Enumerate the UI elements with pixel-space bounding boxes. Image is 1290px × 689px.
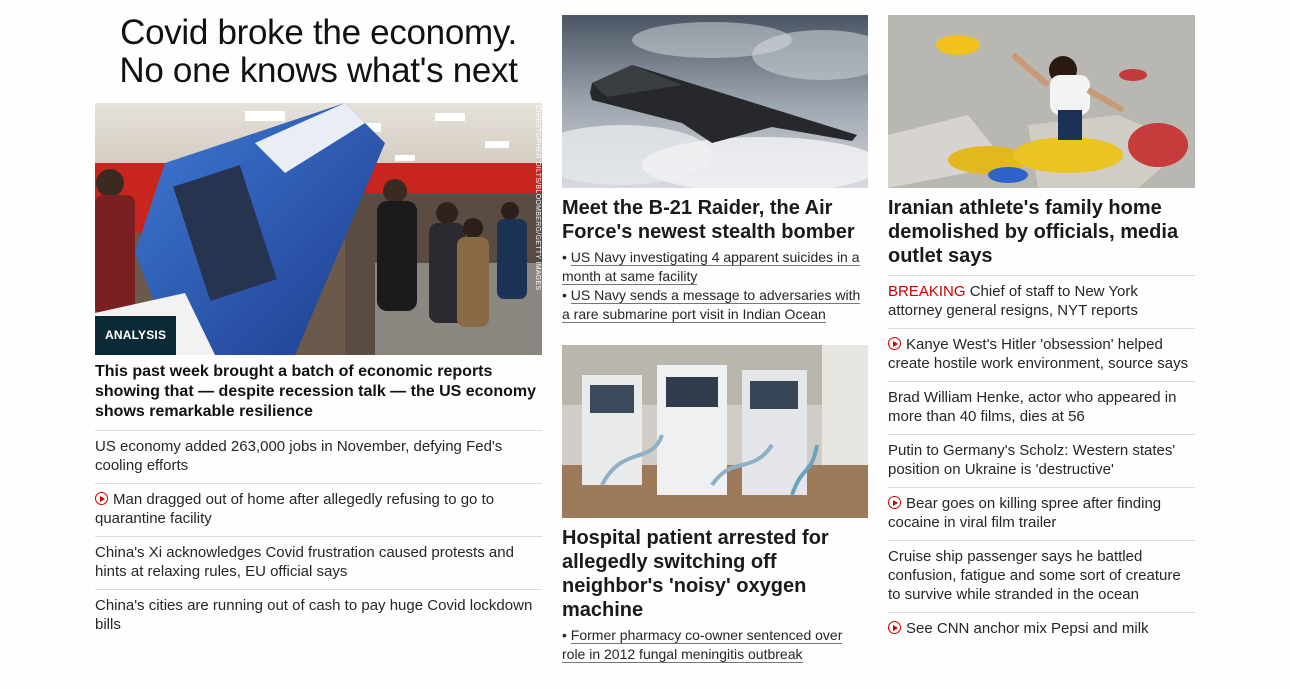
- right-related-list: BREAKING Chief of staff to New York atto…: [888, 275, 1195, 646]
- list-item[interactable]: BREAKING Chief of staff to New York atto…: [888, 275, 1195, 328]
- list-item[interactable]: Putin to Germany's Scholz: Western state…: [888, 434, 1195, 487]
- lead-headline[interactable]: Covid broke the economy. No one knows wh…: [95, 14, 542, 90]
- list-item[interactable]: China's Xi acknowledges Covid frustratio…: [95, 536, 542, 589]
- list-item[interactable]: Man dragged out of home after allegedly …: [95, 483, 542, 536]
- hospital-related-list: • Former pharmacy co-owner sentenced ove…: [562, 626, 868, 664]
- lead-headline-line1[interactable]: Covid broke the economy.: [120, 13, 517, 52]
- climber-image[interactable]: [888, 15, 1195, 188]
- list-item[interactable]: See CNN anchor mix Pepsi and milk: [888, 612, 1195, 646]
- headline-link[interactable]: Kanye West's Hitler 'obsession' helped c…: [888, 336, 1189, 372]
- headline-link[interactable]: See CNN anchor mix Pepsi and milk: [906, 620, 1149, 637]
- list-item[interactable]: China's cities are running out of cash t…: [95, 589, 542, 642]
- list-item[interactable]: • US Navy sends a message to adversaries…: [562, 287, 861, 323]
- headline-link[interactable]: China's cities are running out of cash t…: [95, 597, 533, 633]
- oxygen-machines-photo: [562, 345, 868, 518]
- analysis-badge: ANALYSIS: [95, 316, 177, 355]
- list-item[interactable]: Cruise ship passenger says he battled co…: [888, 540, 1195, 612]
- lead-image[interactable]: CHRISTOPHER DILTS/BLOOMBERG/GETTY IMAGES…: [95, 103, 542, 355]
- bomber-related-list: • US Navy investigating 4 apparent suici…: [562, 248, 868, 324]
- headline-link[interactable]: US Navy investigating 4 apparent suicide…: [562, 249, 860, 285]
- list-item[interactable]: Brad William Henke, actor who appeared i…: [888, 381, 1195, 434]
- headline-link[interactable]: Bear goes on killing spree after finding…: [888, 495, 1162, 531]
- middle-column: Meet the B-21 Raider, the Air Force's ne…: [562, 0, 868, 664]
- hospital-image[interactable]: [562, 345, 868, 518]
- store-shoppers-photo: [95, 103, 542, 355]
- list-item[interactable]: • Former pharmacy co-owner sentenced ove…: [562, 627, 843, 663]
- lead-related-list: US economy added 263,000 jobs in Novembe…: [95, 430, 542, 642]
- headline-link[interactable]: Former pharmacy co-owner sentenced over …: [562, 627, 843, 663]
- bomber-headline[interactable]: Meet the B-21 Raider, the Air Force's ne…: [562, 197, 855, 243]
- headline-link[interactable]: US economy added 263,000 jobs in Novembe…: [95, 438, 503, 474]
- breaking-label: BREAKING: [888, 283, 966, 300]
- headline-link[interactable]: Cruise ship passenger says he battled co…: [888, 548, 1181, 603]
- play-circle-icon: [888, 496, 901, 509]
- list-item[interactable]: • US Navy investigating 4 apparent suici…: [562, 249, 860, 285]
- headline-link[interactable]: Putin to Germany's Scholz: Western state…: [888, 442, 1176, 478]
- iranian-athlete-headline[interactable]: Iranian athlete's family home demolished…: [888, 197, 1179, 267]
- headline-link[interactable]: Man dragged out of home after allegedly …: [95, 491, 495, 527]
- headline-link[interactable]: Chief of staff to New York attorney gene…: [888, 283, 1138, 319]
- play-circle-icon: [95, 492, 108, 505]
- headline-link[interactable]: Brad William Henke, actor who appeared i…: [888, 389, 1177, 425]
- right-column: Iranian athlete's family home demolished…: [888, 0, 1195, 646]
- photo-credit: CHRISTOPHER DILTS/BLOOMBERG/GETTY IMAGES: [534, 105, 541, 291]
- stealth-bomber-photo: [562, 15, 868, 188]
- play-circle-icon: [888, 621, 901, 634]
- lead-column: Covid broke the economy. No one knows wh…: [95, 0, 542, 642]
- lead-headline-line2[interactable]: No one knows what's next: [119, 51, 518, 90]
- headline-link[interactable]: US Navy sends a message to adversaries w…: [562, 287, 861, 323]
- play-circle-icon: [888, 337, 901, 350]
- hospital-headline[interactable]: Hospital patient arrested for allegedly …: [562, 527, 829, 621]
- list-item[interactable]: US economy added 263,000 jobs in Novembe…: [95, 430, 542, 483]
- list-item[interactable]: Bear goes on killing spree after finding…: [888, 487, 1195, 540]
- lead-summary[interactable]: This past week brought a batch of econom…: [95, 363, 536, 420]
- list-item[interactable]: Kanye West's Hitler 'obsession' helped c…: [888, 328, 1195, 381]
- headline-link[interactable]: China's Xi acknowledges Covid frustratio…: [95, 544, 514, 580]
- climbing-athlete-photo: [888, 15, 1195, 188]
- bomber-image[interactable]: [562, 15, 868, 188]
